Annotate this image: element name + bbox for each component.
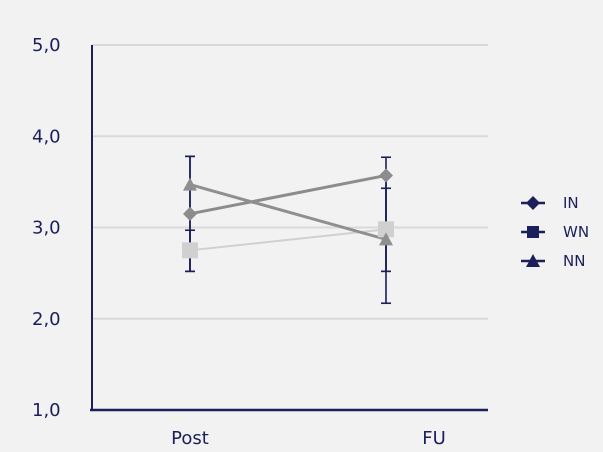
y-tick-label: 4,0 [32,126,61,147]
axes [90,45,488,412]
legend-label: NN [563,252,585,270]
legend-item-in: IN [521,194,579,212]
y-tick-label: 2,0 [32,309,61,330]
y-tick-label: 1,0 [32,400,61,421]
legend-item-wn: WN [521,223,589,241]
y-tick-label: 3,0 [32,218,61,239]
data-point-wn-1 [378,221,394,238]
legend-marker-diamond-icon [526,196,540,210]
data-point-nn-0 [183,177,197,191]
gridlines [92,44,488,320]
data-point-wn-0 [182,242,198,259]
series-line-in [189,174,387,216]
series-markers [182,168,394,259]
data-point-in-1 [379,168,393,183]
x-tick-label-post: Post [171,428,209,449]
legend-label: WN [563,223,589,241]
data-point-nn-1 [379,232,393,246]
series-line-wn [189,228,387,252]
data-point-in-0 [183,206,197,221]
legend: IN WN NN [521,194,589,270]
y-tick-label: 5,0 [32,35,61,56]
legend-item-nn: NN [521,252,585,270]
series-line-nn [189,183,387,241]
legend-marker-triangle-icon [526,254,540,267]
legend-label: IN [563,194,579,212]
x-tick-label-fu: FU [422,428,446,449]
legend-marker-square-icon [527,226,539,238]
tick-labels: 1,0 2,0 3,0 4,0 5,0 Post FU [32,35,446,449]
series-lines [189,174,387,252]
